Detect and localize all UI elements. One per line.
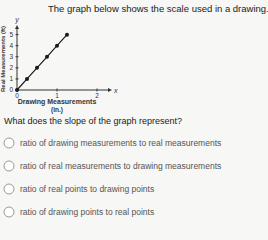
y-tick [16, 78, 19, 79]
y-axis-name: y [14, 16, 19, 24]
point [65, 33, 69, 37]
point [45, 55, 49, 59]
y-label: Real Measurements (ft) [0, 26, 6, 92]
question: What does the slope of the graph represe… [4, 116, 182, 126]
y-tick [16, 56, 19, 57]
y-tick-label: 1 [9, 75, 13, 82]
option[interactable]: ratio of real points to drawing points [20, 184, 154, 194]
option[interactable]: ratio of drawing measurements to real me… [20, 138, 221, 148]
radio[interactable] [4, 161, 14, 171]
radio[interactable] [4, 184, 14, 194]
x-arrow [108, 88, 112, 92]
x-axis [17, 90, 109, 91]
x-axis-name: x [113, 87, 118, 94]
point [25, 77, 29, 81]
y-tick-label: 0 [9, 86, 13, 93]
y-arrow [15, 25, 19, 29]
option[interactable]: ratio of real measurements to drawing me… [20, 161, 221, 171]
y-tick-label: 3 [9, 53, 13, 60]
plot [15, 33, 69, 92]
heading: The graph below shows the scale used in … [48, 3, 268, 14]
x-label-unit: (in.) [51, 106, 63, 114]
page: The graph below shows the scale used in … [0, 0, 268, 240]
y-tick [16, 34, 19, 35]
y-axis [17, 28, 18, 90]
point [55, 44, 59, 48]
radio[interactable] [4, 138, 14, 148]
y-tick-label: 5 [9, 31, 13, 38]
point [15, 88, 19, 92]
x-label: Drawing Measurements [18, 98, 97, 106]
y-tick-label: 2 [9, 64, 13, 71]
option[interactable]: ratio of drawing points to real points [20, 207, 154, 217]
point [35, 66, 39, 70]
radio[interactable] [4, 207, 14, 217]
y-tick [16, 67, 19, 68]
y-tick [16, 45, 19, 46]
line [17, 35, 67, 90]
y-tick-label: 4 [9, 42, 13, 49]
